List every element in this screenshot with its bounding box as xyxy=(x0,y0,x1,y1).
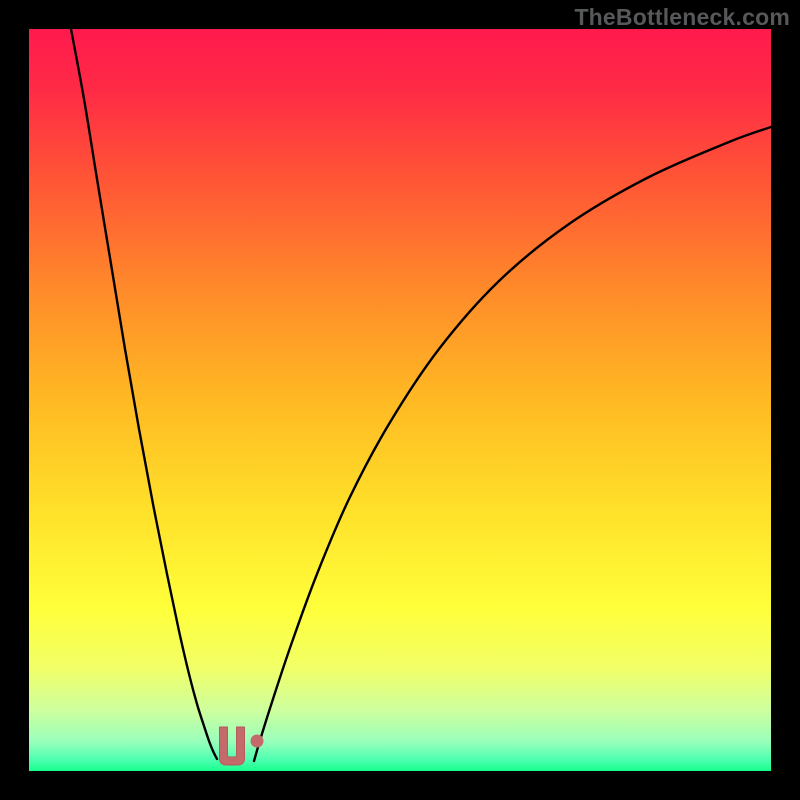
axis-spine-left xyxy=(26,26,29,774)
axis-spine-bottom xyxy=(26,771,774,774)
curve-endpoint-dot xyxy=(251,735,264,748)
curve-layer xyxy=(29,29,771,771)
axis-spine-right xyxy=(771,26,774,774)
left-bottleneck-curve xyxy=(71,29,217,759)
optimal-range-marker xyxy=(220,727,245,765)
chart-frame: TheBottleneck.com xyxy=(0,0,800,800)
watermark-text: TheBottleneck.com xyxy=(574,4,790,31)
plot-area xyxy=(29,29,771,771)
right-bottleneck-curve xyxy=(254,127,771,761)
